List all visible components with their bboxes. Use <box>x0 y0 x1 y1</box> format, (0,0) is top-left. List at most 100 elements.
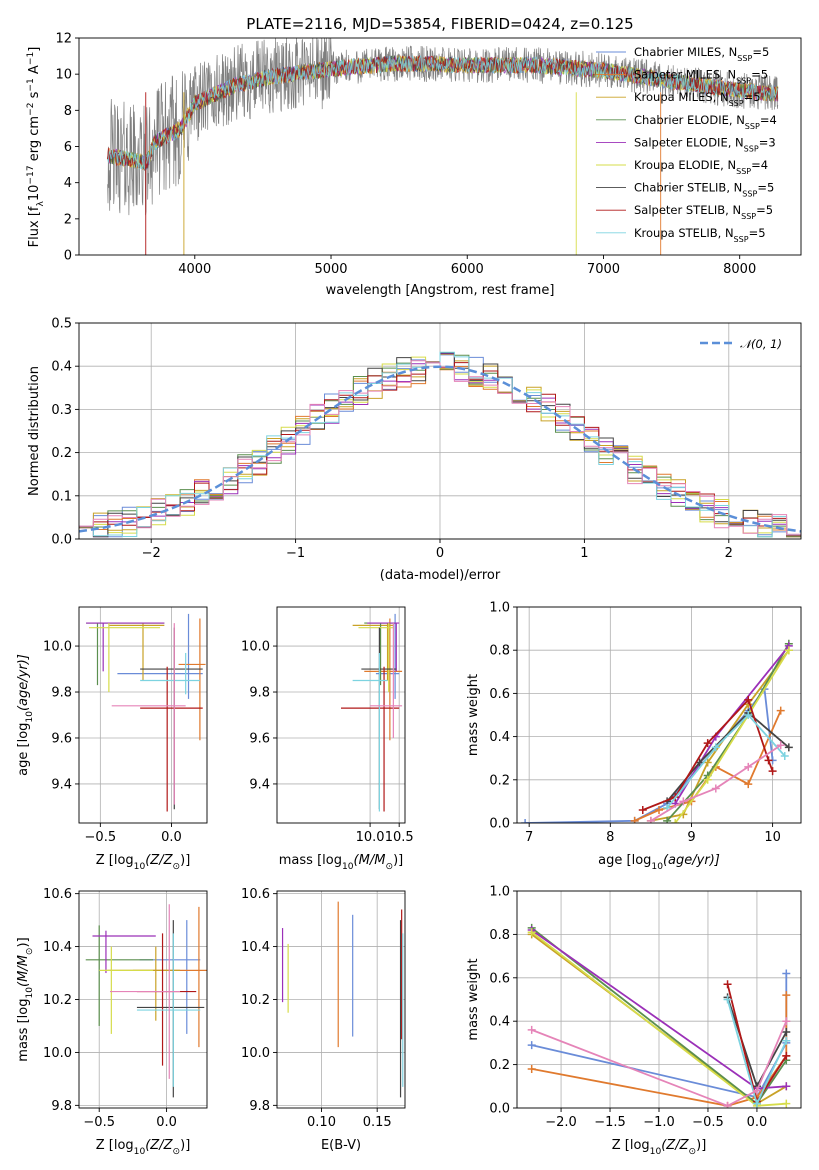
mass-weight-marker <box>782 1028 791 1037</box>
label-part: SSP <box>745 121 760 130</box>
plot-area <box>107 38 779 255</box>
plot-area <box>527 923 791 1108</box>
label-part: age [log <box>598 853 651 868</box>
mass-weight-marker <box>744 780 753 789</box>
label-part: ⊙ <box>25 947 35 955</box>
mass-weight-marker <box>711 743 720 752</box>
x-tick-label: −2.0 <box>545 1115 577 1130</box>
y-tick-label: 10.4 <box>43 940 72 955</box>
y-tick-label: 0.2 <box>489 1058 510 1073</box>
mass-weight-line <box>531 1020 788 1107</box>
label-part: mass weight <box>466 958 481 1040</box>
residual-legend: 𝒩(0, 1) <box>700 337 782 351</box>
legend-entry: Kroupa STELIB, NSSP=5 <box>634 226 766 244</box>
x-axis-label: (data-model)/error <box>380 568 501 583</box>
model-spectrum-line <box>107 54 779 170</box>
legend-entry: Chabrier MILES, NSSP=5 <box>634 45 769 63</box>
x-tick-label: −1.5 <box>594 1115 626 1130</box>
mass-weight-line <box>525 686 774 823</box>
mass-weight-marker <box>782 1099 791 1108</box>
y-axis-label: Flux [fλ10−17 erg cm−2 s−1 A−1] <box>26 47 46 248</box>
mass-weight-marker <box>776 706 785 715</box>
label-part: Kroupa ELODIE, <box>634 158 727 172</box>
mass-weight-marker <box>527 1064 536 1073</box>
label-part: 10 <box>27 185 42 202</box>
label-part: Chabrier STELIB, <box>634 181 734 195</box>
y-tick-label: 0 <box>64 249 72 264</box>
mass-weight-marker <box>782 1036 791 1045</box>
plot-area <box>86 613 206 812</box>
label-part: A <box>27 65 42 78</box>
y-tick-label: 6 <box>64 140 72 155</box>
label-part: wavelength [Angstrom, rest frame] <box>326 283 555 298</box>
label-part: ⊙ <box>173 1147 181 1157</box>
label-part: Z [log <box>612 1138 650 1153</box>
mass-weight-marker <box>679 797 688 806</box>
mass-vs-metallicity-panel: −0.5 0.09.810.010.210.410.6Z [log10(Z/Z⊙)… <box>16 887 208 1157</box>
mass-weight-marker <box>780 752 789 761</box>
legend-entry: Chabrier STELIB, NSSP=5 <box>634 181 774 199</box>
y-tick-label: 0.6 <box>489 687 510 702</box>
y-tick-label: 4 <box>64 176 72 191</box>
x-tick-label: −0.5 <box>85 830 117 845</box>
spectrum-panel: 4000 5000 6000 7000 8000 0 2 4 6 8 10 12 Chabrier MI… <box>26 32 802 298</box>
label-part: =3 <box>759 135 776 149</box>
label-part: =5 <box>749 226 766 240</box>
mass-weight-marker <box>782 1017 791 1026</box>
mass-weight-marker <box>782 991 791 1000</box>
y-tick-label: 12 <box>55 32 72 47</box>
mass-weight-marker <box>782 1051 791 1060</box>
y-tick-label: 0.4 <box>51 360 72 375</box>
y-tick-label: 1.0 <box>489 601 510 616</box>
x-tick-label: 10 <box>764 830 781 845</box>
mass-weight-marker <box>723 980 732 989</box>
y-tick-label: 0.1 <box>51 489 72 504</box>
y-axis-label: mass weight <box>466 674 481 756</box>
label-part: N <box>729 45 738 59</box>
y-tick-label: 0.4 <box>489 1015 510 1030</box>
y-tick-label: 9.4 <box>249 777 270 792</box>
legend-entry: Salpeter ELODIE, NSSP=3 <box>634 135 776 153</box>
y-tick-label: 10.0 <box>241 640 270 655</box>
label-part: Kroupa MILES, <box>634 90 720 104</box>
age-vs-metallicity-panel: −0.5 0.09.49.69.810.0Z [log10(Z/Z⊙)]age [… <box>16 606 208 872</box>
y-tick-label: 10.4 <box>241 940 270 955</box>
label-part: N <box>735 135 744 149</box>
mass-weight-marker <box>782 969 791 978</box>
label-part: SSP <box>734 234 749 243</box>
label-part: 10 <box>134 1147 146 1157</box>
label-part: s <box>27 91 42 102</box>
y-tick-label: 10.2 <box>43 993 72 1008</box>
label-part: 10 <box>134 862 146 872</box>
mass-weight-marker <box>527 1025 536 1034</box>
label-part: 𝒩(0, 1) <box>740 337 782 351</box>
mass-weight-line <box>674 649 790 823</box>
y-tick-label: 9.8 <box>51 1099 72 1114</box>
y-tick-label: 0.8 <box>489 928 510 943</box>
label-part: −1 <box>26 52 36 65</box>
y-tick-label: 9.4 <box>51 777 72 792</box>
mass-weight-marker <box>752 1099 761 1108</box>
x-tick-label: 10.0 <box>356 830 385 845</box>
label-part: N <box>720 90 729 104</box>
label-part: N <box>727 68 736 82</box>
x-axis-label: age [log10(age/yr)] <box>598 853 720 872</box>
mass-weight-marker <box>784 646 793 655</box>
mass-weight-line <box>666 713 786 809</box>
mass-weight-marker <box>776 741 785 750</box>
mass-weight-marker <box>768 767 777 776</box>
y-tick-label: 8 <box>64 104 72 119</box>
mass-weight-line <box>666 643 790 822</box>
label-part: 10 <box>650 1147 662 1157</box>
label-part: (age/yr)] <box>16 654 31 711</box>
label-part: Chabrier ELODIE, <box>634 113 736 127</box>
axes-frame <box>516 606 802 824</box>
mass-weight-marker <box>723 995 732 1004</box>
y-tick-label: 9.8 <box>249 1099 270 1114</box>
y-axis-label: mass weight <box>466 958 481 1040</box>
normal-distribution-curve <box>79 365 801 533</box>
label-part: =5 <box>751 68 768 82</box>
